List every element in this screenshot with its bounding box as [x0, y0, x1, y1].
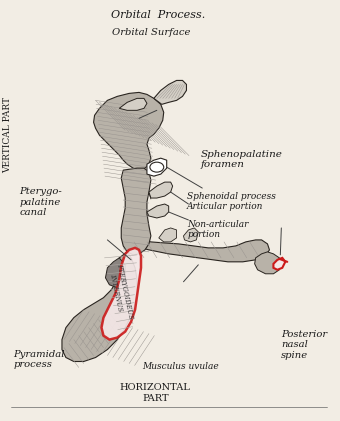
Text: Non-articular
portion: Non-articular portion	[187, 220, 249, 239]
Text: Sphenoidal process
Articular portion: Sphenoidal process Articular portion	[187, 192, 276, 211]
Ellipse shape	[150, 162, 164, 172]
Text: Pterygo-
palatine
canal: Pterygo- palatine canal	[19, 187, 62, 217]
Text: Sphenopalatine
foramen: Sphenopalatine foramen	[201, 149, 283, 169]
Polygon shape	[62, 252, 137, 362]
Polygon shape	[121, 168, 151, 255]
Polygon shape	[105, 258, 125, 288]
Polygon shape	[119, 99, 147, 110]
Polygon shape	[101, 248, 141, 340]
Polygon shape	[154, 80, 186, 104]
Text: Orbital Surface: Orbital Surface	[112, 28, 190, 37]
Polygon shape	[94, 92, 164, 170]
Polygon shape	[127, 240, 270, 262]
Text: PTERYGOIDEUS
INTERNUS: PTERYGOIDEUS INTERNUS	[106, 262, 135, 321]
Polygon shape	[147, 204, 169, 218]
Polygon shape	[147, 158, 167, 176]
Text: HORIZONTAL
PART: HORIZONTAL PART	[120, 384, 191, 403]
Text: VERTICAL PART: VERTICAL PART	[4, 97, 13, 173]
Polygon shape	[149, 182, 173, 198]
Polygon shape	[159, 228, 176, 242]
Polygon shape	[273, 258, 285, 270]
Text: Pyramidal
process: Pyramidal process	[14, 350, 65, 369]
Text: Musculus uvulae: Musculus uvulae	[142, 362, 219, 371]
Text: Posterior
nasal
spine: Posterior nasal spine	[281, 330, 327, 360]
Text: Orbital  Process.: Orbital Process.	[112, 10, 206, 20]
Polygon shape	[255, 252, 281, 274]
Polygon shape	[184, 228, 198, 242]
